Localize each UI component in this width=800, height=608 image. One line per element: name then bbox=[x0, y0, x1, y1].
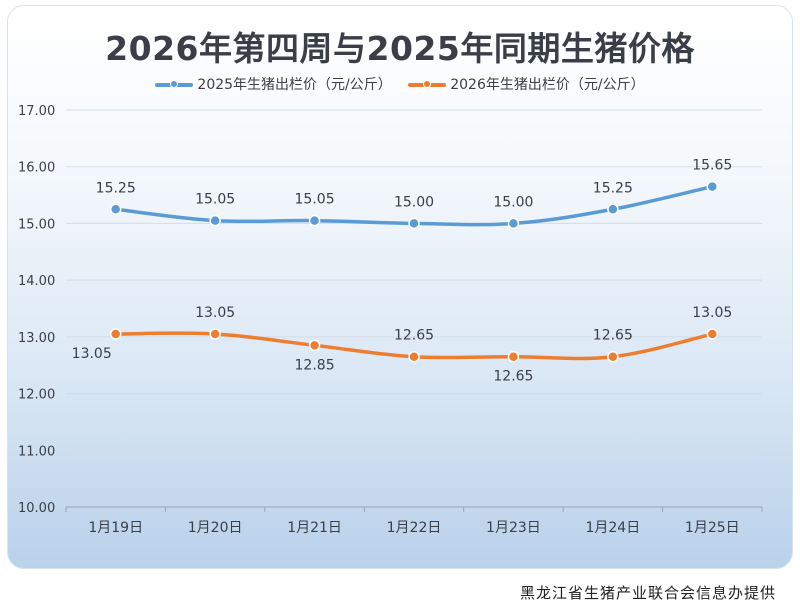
data-point bbox=[408, 350, 420, 363]
legend-label-2025: 2025年生猪出栏价（元/公斤） bbox=[197, 77, 392, 93]
legend-label-2026: 2026年生猪出栏价（元/公斤） bbox=[450, 77, 645, 93]
chart-title: 2026年第四周与2025年同期生猪价格 bbox=[105, 29, 695, 68]
data-point bbox=[706, 328, 719, 340]
data-label: 15.00 bbox=[394, 194, 434, 210]
data-point bbox=[109, 328, 122, 340]
chart-panel bbox=[8, 6, 792, 568]
y-tick-label: 13.00 bbox=[18, 331, 55, 346]
y-tick-label: 12.00 bbox=[18, 388, 55, 403]
data-point bbox=[109, 203, 122, 215]
legend-swatch-2026 bbox=[408, 80, 447, 88]
x-tick-label: 1月22日 bbox=[387, 520, 442, 536]
data-label: 12.65 bbox=[493, 369, 533, 385]
data-label: 12.65 bbox=[593, 328, 633, 344]
data-label: 13.05 bbox=[72, 346, 112, 362]
x-tick-label: 1月24日 bbox=[585, 520, 640, 536]
legend-item-2026: 2026年生猪出栏价（元/公斤） bbox=[408, 74, 645, 94]
data-point bbox=[308, 339, 321, 352]
y-tick-label: 10.00 bbox=[18, 501, 55, 516]
y-tick-label: 11.00 bbox=[18, 444, 55, 459]
data-label: 15.25 bbox=[593, 180, 633, 196]
data-label: 15.25 bbox=[96, 180, 136, 196]
data-label: 13.05 bbox=[692, 305, 732, 321]
data-point bbox=[408, 217, 420, 230]
x-tick-label: 1月25日 bbox=[685, 520, 740, 536]
x-tick-label: 1月21日 bbox=[287, 520, 342, 536]
x-tick-label: 1月19日 bbox=[88, 520, 143, 536]
data-label: 15.65 bbox=[692, 158, 732, 174]
data-point bbox=[209, 328, 221, 340]
source-credit: 黑龙江省生猪产业联合会信息办提供 bbox=[519, 584, 776, 602]
data-point bbox=[507, 350, 520, 363]
data-point bbox=[607, 203, 619, 215]
y-tick-label: 17.00 bbox=[18, 104, 55, 119]
data-label: 12.85 bbox=[295, 357, 335, 373]
data-point bbox=[209, 214, 221, 227]
data-label: 15.00 bbox=[493, 194, 533, 210]
chart-legend: 2025年生猪出栏价（元/公斤） 2026年生猪出栏价（元/公斤） bbox=[0, 74, 800, 94]
legend-item-2025: 2025年生猪出栏价（元/公斤） bbox=[155, 74, 392, 94]
data-label: 15.05 bbox=[195, 192, 235, 208]
data-label: 12.65 bbox=[394, 328, 434, 344]
data-point bbox=[308, 214, 321, 227]
data-point bbox=[607, 350, 619, 363]
x-tick-label: 1月23日 bbox=[486, 520, 541, 536]
data-label: 15.05 bbox=[295, 192, 335, 208]
data-label: 13.05 bbox=[195, 305, 235, 321]
x-tick-label: 1月20日 bbox=[188, 520, 243, 536]
legend-swatch-2025 bbox=[155, 80, 194, 88]
data-point bbox=[706, 180, 719, 193]
y-tick-label: 15.00 bbox=[18, 217, 55, 232]
data-point bbox=[507, 217, 520, 230]
y-tick-label: 16.00 bbox=[18, 161, 55, 176]
y-tick-label: 14.00 bbox=[18, 274, 55, 289]
